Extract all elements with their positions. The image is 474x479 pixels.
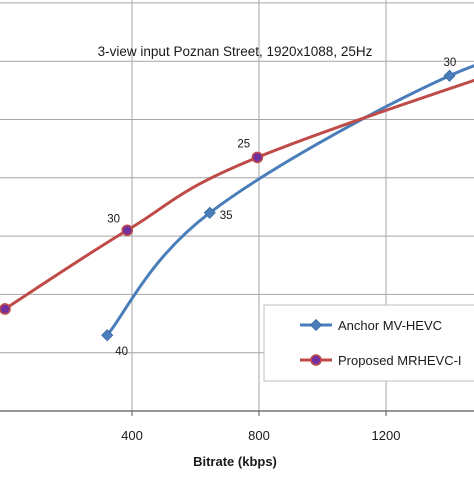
data-point-label: 30 xyxy=(107,213,120,225)
data-point-label: 30 xyxy=(444,57,457,69)
diamond-marker xyxy=(443,69,456,82)
data-point-label: 40 xyxy=(115,346,128,358)
data-point-label: 25 xyxy=(237,138,250,150)
legend-marker xyxy=(309,318,323,332)
axes: 40080012001600 xyxy=(0,410,474,443)
legend-box xyxy=(263,304,474,382)
legend: Anchor MV-HEVC Proposed MRHEVC-I xyxy=(263,304,474,382)
legend-label: Proposed MRHEVC-I xyxy=(338,353,462,368)
diamond-marker xyxy=(203,206,216,219)
x-axis-title: Bitrate (kbps) xyxy=(193,454,277,469)
marker-layer xyxy=(0,69,456,342)
series-line xyxy=(105,64,474,337)
x-tick-label: 1200 xyxy=(372,428,401,443)
legend-marker xyxy=(310,354,322,366)
series-line xyxy=(3,78,474,311)
series-layer xyxy=(3,64,474,337)
data-point-label: 35 xyxy=(220,210,233,222)
diamond-marker xyxy=(101,329,114,342)
point-label-layer: 40 35 30 30 25 xyxy=(107,57,456,358)
x-tick-label: 800 xyxy=(248,428,270,443)
x-tick-label: 400 xyxy=(121,428,143,443)
legend-label: Anchor MV-HEVC xyxy=(338,318,442,333)
circle-marker xyxy=(121,224,134,237)
chart-title: 3-view input Poznan Street, 1920x1088, 2… xyxy=(98,44,373,59)
circle-marker xyxy=(0,303,11,315)
circle-marker xyxy=(251,151,264,164)
